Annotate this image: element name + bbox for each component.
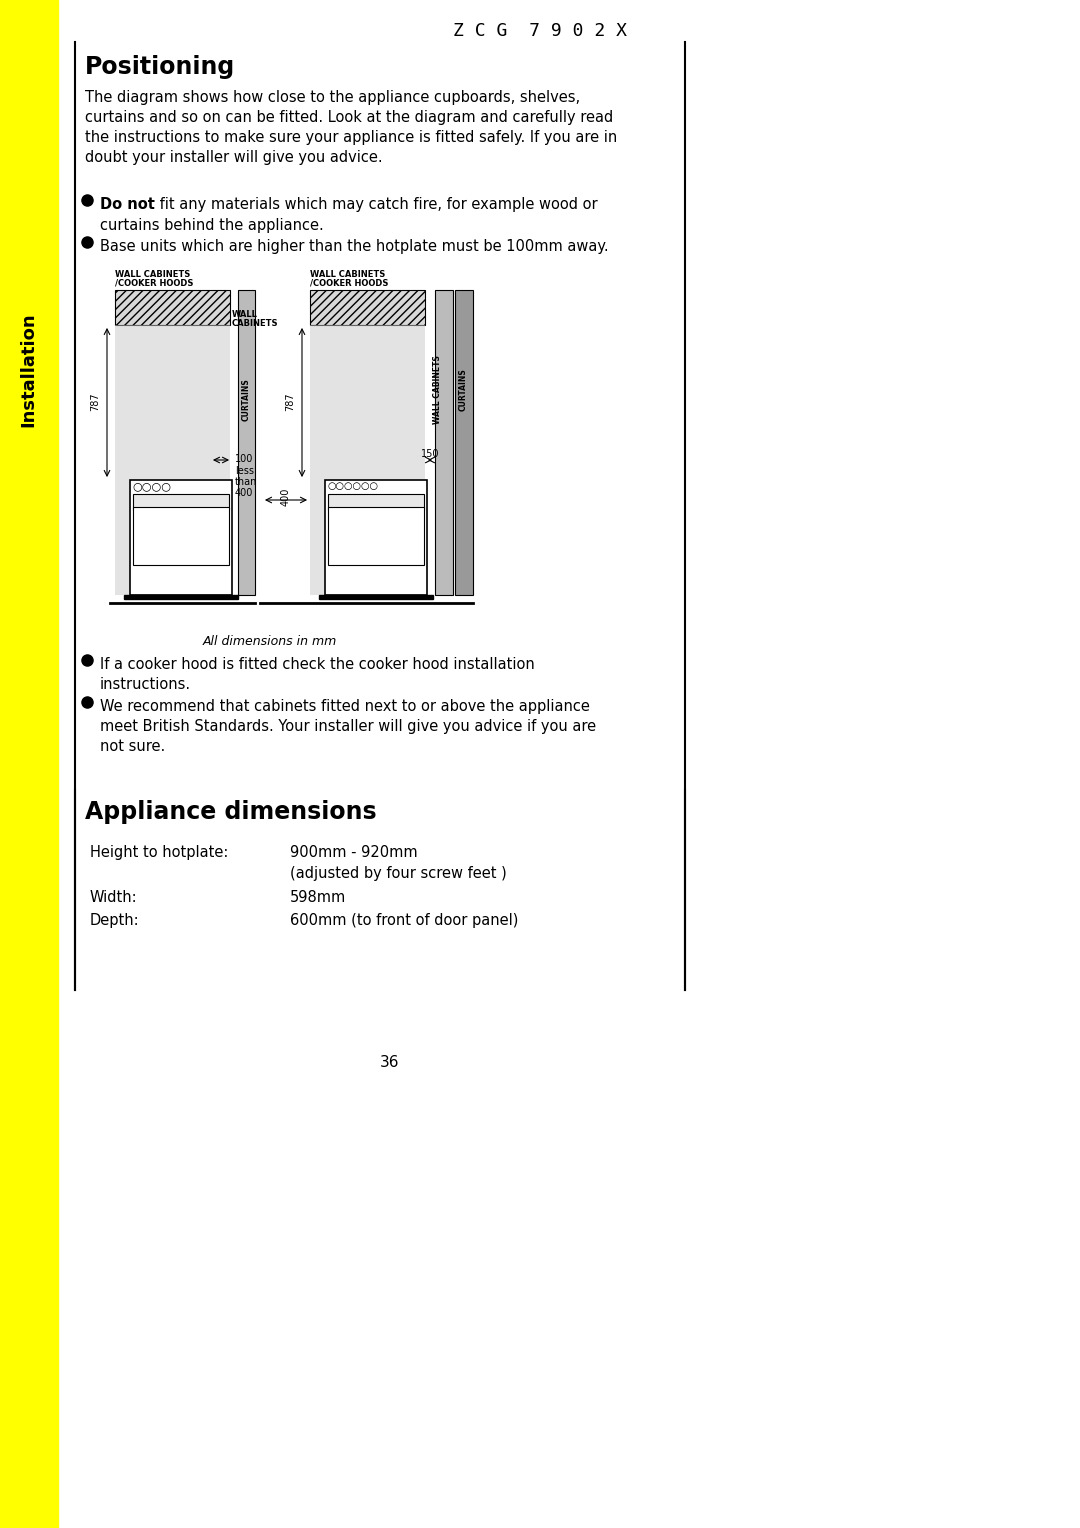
Text: WALL CABINETS: WALL CABINETS — [310, 270, 386, 280]
Text: Width:: Width: — [90, 889, 137, 905]
Text: Base units which are higher than the hotplate must be 100mm away.: Base units which are higher than the hot… — [100, 238, 609, 254]
Text: If a cooker hood is fitted check the cooker hood installation: If a cooker hood is fitted check the coo… — [100, 657, 535, 672]
Text: curtains behind the appliance.: curtains behind the appliance. — [100, 219, 324, 232]
Bar — [133, 494, 229, 510]
Text: (adjusted by four screw feet ): (adjusted by four screw feet ) — [291, 866, 507, 882]
Bar — [114, 325, 230, 594]
Text: 598mm: 598mm — [291, 889, 347, 905]
Text: Positioning: Positioning — [85, 55, 235, 79]
Text: 400: 400 — [281, 487, 291, 506]
Text: We recommend that cabinets fitted next to or above the appliance: We recommend that cabinets fitted next t… — [100, 698, 590, 714]
Bar — [319, 594, 433, 599]
Text: not sure.: not sure. — [100, 740, 165, 753]
Bar — [310, 290, 426, 325]
Bar — [435, 290, 453, 594]
Text: WALL CABINETS: WALL CABINETS — [432, 356, 442, 425]
Bar — [238, 290, 255, 594]
Bar — [114, 290, 230, 325]
Text: Depth:: Depth: — [90, 914, 139, 927]
Text: less: less — [235, 466, 254, 477]
Bar — [328, 507, 424, 565]
Bar — [133, 507, 229, 565]
Text: 150: 150 — [421, 449, 440, 458]
Text: CURTAINS: CURTAINS — [459, 368, 468, 411]
Text: than: than — [235, 477, 257, 487]
Text: All dimensions in mm: All dimensions in mm — [203, 636, 337, 648]
Text: /COOKER HOODS: /COOKER HOODS — [114, 280, 193, 287]
Text: 600mm (to front of door panel): 600mm (to front of door panel) — [291, 914, 518, 927]
Text: doubt your installer will give you advice.: doubt your installer will give you advic… — [85, 150, 382, 165]
Text: 400: 400 — [235, 487, 254, 498]
Text: Appliance dimensions: Appliance dimensions — [85, 801, 377, 824]
Bar — [328, 494, 424, 510]
Bar — [124, 594, 238, 599]
Bar — [325, 480, 427, 594]
Text: CURTAINS: CURTAINS — [242, 379, 251, 422]
Text: Do not: Do not — [100, 197, 154, 212]
Text: WALL CABINETS: WALL CABINETS — [114, 270, 190, 280]
Text: the instructions to make sure your appliance is fitted safely. If you are in: the instructions to make sure your appli… — [85, 130, 618, 145]
Text: The diagram shows how close to the appliance cupboards, shelves,: The diagram shows how close to the appli… — [85, 90, 580, 105]
Bar — [130, 480, 232, 594]
Bar — [455, 290, 473, 594]
Text: /COOKER HOODS: /COOKER HOODS — [310, 280, 389, 287]
Text: Height to hotplate:: Height to hotplate: — [90, 845, 228, 860]
Text: meet British Standards. Your installer will give you advice if you are: meet British Standards. Your installer w… — [100, 720, 596, 733]
Text: 36: 36 — [380, 1054, 400, 1070]
Text: 787: 787 — [90, 393, 100, 411]
Text: ○○○○○○: ○○○○○○ — [327, 481, 378, 490]
Text: 100: 100 — [235, 454, 254, 465]
Bar — [310, 325, 426, 594]
Text: fit any materials which may catch fire, for example wood or: fit any materials which may catch fire, … — [156, 197, 597, 212]
Text: ○○○○: ○○○○ — [132, 481, 171, 490]
Text: 787: 787 — [285, 393, 295, 411]
Text: instructions.: instructions. — [100, 677, 191, 692]
Text: Installation: Installation — [19, 313, 37, 428]
Bar — [0, 0, 58, 1528]
Text: WALL: WALL — [232, 310, 258, 319]
Text: curtains and so on can be fitted. Look at the diagram and carefully read: curtains and so on can be fitted. Look a… — [85, 110, 613, 125]
Text: 900mm - 920mm: 900mm - 920mm — [291, 845, 418, 860]
Text: Z C G  7 9 0 2 X: Z C G 7 9 0 2 X — [453, 21, 627, 40]
Text: CABINETS: CABINETS — [232, 319, 279, 329]
